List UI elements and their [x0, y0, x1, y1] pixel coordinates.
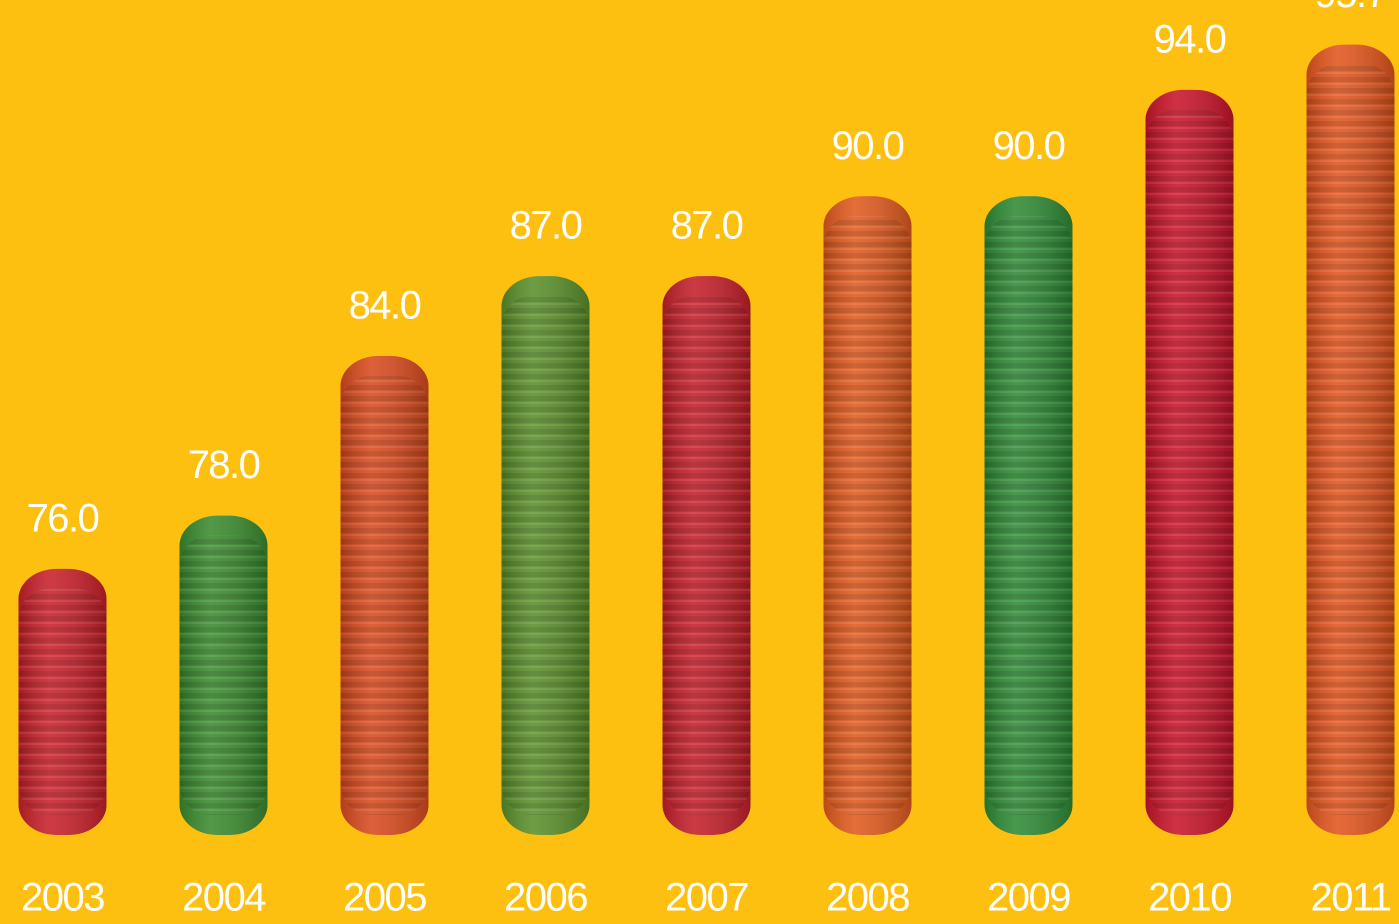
x-tick-label: 2010	[1148, 876, 1231, 920]
data-label: 78.0	[188, 443, 260, 487]
bar-shade	[1306, 44, 1395, 835]
bar-shade	[18, 568, 107, 835]
worm	[984, 196, 1073, 835]
data-label: 84.0	[349, 284, 421, 328]
data-label: 90.0	[993, 124, 1065, 168]
worm	[1145, 89, 1234, 836]
worm	[179, 515, 268, 835]
data-label: 90.0	[832, 124, 904, 168]
x-tick-label: 2004	[182, 876, 266, 920]
data-label: 95.7	[1315, 0, 1387, 16]
bar-shade	[1145, 89, 1234, 836]
bar-shade	[340, 355, 429, 835]
worm	[340, 355, 429, 835]
data-label: 87.0	[671, 204, 743, 248]
x-tick-label: 2005	[343, 876, 426, 920]
worm	[18, 568, 107, 835]
x-tick-label: 2011	[1310, 876, 1390, 920]
worm	[823, 196, 912, 835]
x-tick-label: 2007	[665, 876, 748, 920]
worm	[1306, 44, 1395, 835]
bar-shade	[823, 196, 912, 835]
data-label: 94.0	[1154, 17, 1226, 61]
worm	[662, 276, 751, 835]
x-tick-label: 2009	[987, 876, 1070, 920]
bar-shade	[501, 276, 590, 835]
x-tick-label: 2003	[21, 876, 104, 920]
data-label: 87.0	[510, 204, 582, 248]
x-tick-label: 2008	[826, 876, 909, 920]
worm	[501, 276, 590, 835]
bar-shade	[179, 515, 268, 835]
bar-shade	[662, 276, 751, 835]
x-tick-label: 2006	[504, 876, 587, 920]
bar-shade	[984, 196, 1073, 835]
data-label: 76.0	[27, 496, 99, 540]
